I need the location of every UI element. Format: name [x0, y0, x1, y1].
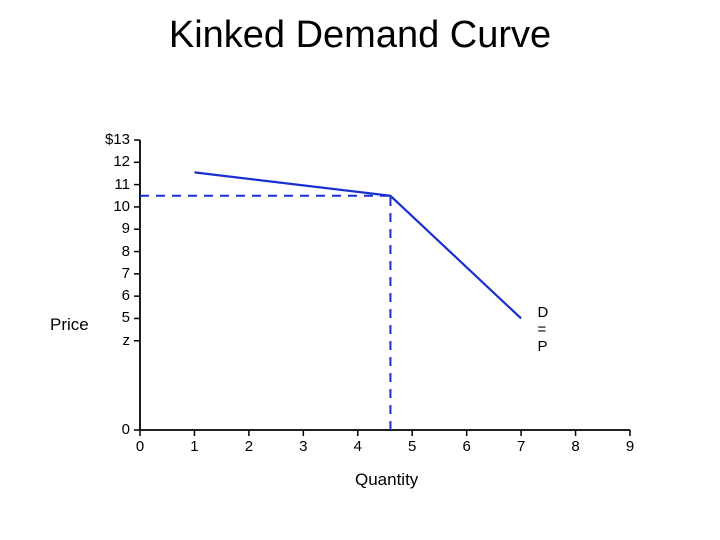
- y-tick-label: z: [123, 332, 131, 349]
- y-tick-label: 7: [122, 265, 130, 282]
- y-tick-label: 10: [113, 198, 130, 215]
- y-tick-label: 5: [122, 309, 130, 326]
- y-tick-label: 9: [122, 220, 130, 237]
- x-tick-label: 0: [130, 438, 150, 455]
- x-tick-label: 2: [239, 438, 259, 455]
- x-tick-label: 5: [402, 438, 422, 455]
- x-axis-label: Quantity: [355, 470, 418, 490]
- x-tick-label: 8: [566, 438, 586, 455]
- y-tick-label: 11: [114, 176, 130, 193]
- x-tick-label: 6: [457, 438, 477, 455]
- y-axis-label: Price: [50, 315, 89, 335]
- y-tick-label: 0: [122, 421, 130, 438]
- y-tick-label: $13: [105, 131, 130, 148]
- x-tick-label: 1: [184, 438, 204, 455]
- chart-svg: [0, 0, 720, 540]
- y-tick-label: 6: [122, 287, 130, 304]
- x-tick-label: 3: [293, 438, 313, 455]
- y-tick-label: 8: [122, 243, 130, 260]
- x-tick-label: 9: [620, 438, 640, 455]
- x-tick-label: 4: [348, 438, 368, 455]
- y-tick-label: 12: [113, 153, 130, 170]
- x-tick-label: 7: [511, 438, 531, 455]
- series-label: D = P: [537, 304, 548, 355]
